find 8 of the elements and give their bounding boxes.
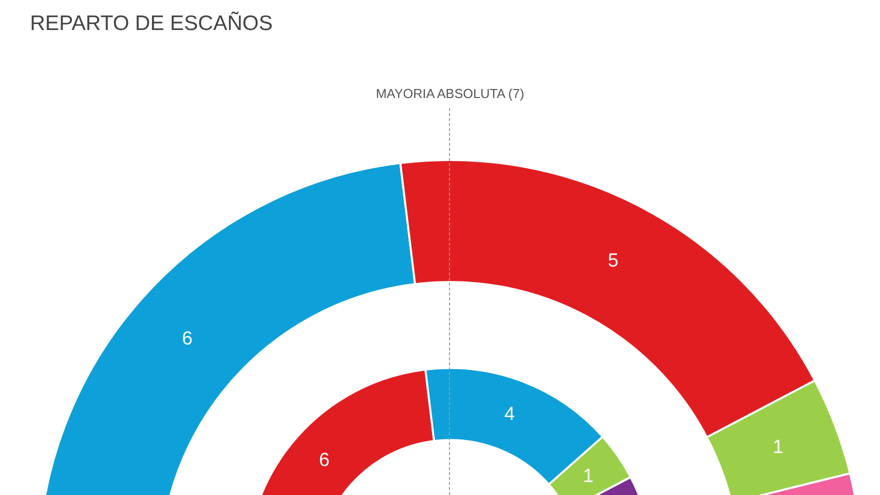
data-label: 5 xyxy=(608,250,618,272)
data-label: 6 xyxy=(318,450,330,471)
text: MAYORIA ABSOLUTA (7) xyxy=(374,86,526,101)
chart-title: REPARTO DE ESCAÑOS xyxy=(30,12,273,36)
data-label: 6 xyxy=(182,328,193,350)
data-label: 4 xyxy=(504,404,516,426)
data-label: 1 xyxy=(772,436,784,458)
data-label: 1 xyxy=(582,466,594,487)
